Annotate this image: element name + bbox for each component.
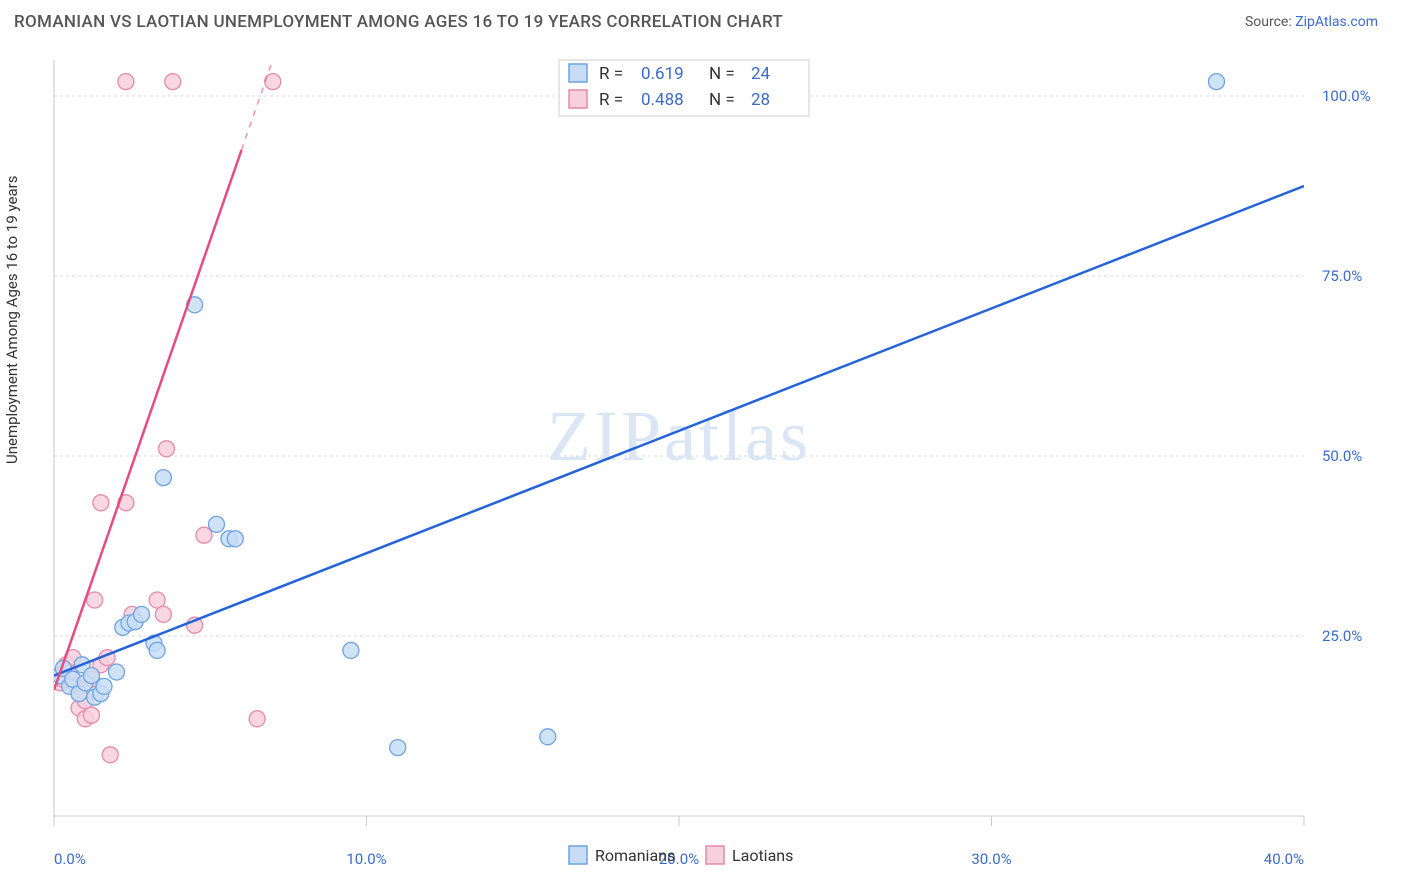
data-point xyxy=(540,729,556,745)
data-point xyxy=(118,74,134,90)
y-tick-label: 75.0% xyxy=(1322,267,1362,285)
legend-r-label: R = xyxy=(599,64,623,84)
axis-legend-label: Laotians xyxy=(732,846,793,865)
data-point xyxy=(96,678,112,694)
source-link[interactable]: ZipAtlas.com xyxy=(1295,14,1378,30)
data-point xyxy=(227,531,243,547)
data-point xyxy=(165,74,181,90)
data-point xyxy=(149,642,165,658)
legend-swatch xyxy=(569,90,587,108)
data-point xyxy=(343,642,359,658)
data-point xyxy=(159,441,175,457)
legend-r-value: 0.488 xyxy=(641,90,684,110)
legend-n-label: N = xyxy=(709,90,735,110)
source-attribution: Source: ZipAtlas.com xyxy=(1245,14,1378,30)
data-point xyxy=(149,592,165,608)
legend-r-label: R = xyxy=(599,90,623,110)
data-point xyxy=(134,606,150,622)
data-point xyxy=(102,747,118,763)
data-point xyxy=(265,74,281,90)
data-point xyxy=(84,707,100,723)
legend-swatch xyxy=(569,64,587,82)
data-point xyxy=(87,592,103,608)
y-tick-label: 100.0% xyxy=(1322,87,1371,105)
axis-legend-swatch xyxy=(569,846,587,864)
data-point xyxy=(109,664,125,680)
x-tick-label: 30.0% xyxy=(971,850,1011,868)
legend-r-value: 0.619 xyxy=(641,64,684,84)
chart-title: ROMANIAN VS LAOTIAN UNEMPLOYMENT AMONG A… xyxy=(14,12,783,32)
data-point xyxy=(1209,74,1225,90)
x-tick-label: 40.0% xyxy=(1264,850,1304,868)
data-point xyxy=(93,495,109,511)
axis-legend-swatch xyxy=(706,846,724,864)
x-tick-label: 10.0% xyxy=(346,850,386,868)
chart-area: Unemployment Among Ages 16 to 19 years 2… xyxy=(14,46,1392,882)
header: ROMANIAN VS LAOTIAN UNEMPLOYMENT AMONG A… xyxy=(0,0,1406,36)
y-tick-label: 50.0% xyxy=(1322,447,1362,465)
trend-line-dashed xyxy=(242,60,273,150)
data-point xyxy=(249,711,265,727)
y-axis-label: Unemployment Among Ages 16 to 19 years xyxy=(3,176,21,464)
legend-n-label: N = xyxy=(709,64,735,84)
source-prefix: Source: xyxy=(1245,14,1295,30)
watermark: ZIPatlas xyxy=(547,396,811,476)
y-tick-label: 25.0% xyxy=(1322,627,1362,645)
data-point xyxy=(155,470,171,486)
data-point xyxy=(390,740,406,756)
scatter-chart: 25.0%50.0%75.0%100.0%0.0%10.0%20.0%30.0%… xyxy=(14,46,1392,882)
data-point xyxy=(155,606,171,622)
stats-legend xyxy=(559,60,809,116)
legend-n-value: 24 xyxy=(751,64,771,84)
axis-legend-label: Romanians xyxy=(595,846,675,865)
trend-line xyxy=(54,186,1304,676)
legend-n-value: 28 xyxy=(751,90,770,110)
x-tick-label: 0.0% xyxy=(54,850,86,868)
data-point xyxy=(209,516,225,532)
